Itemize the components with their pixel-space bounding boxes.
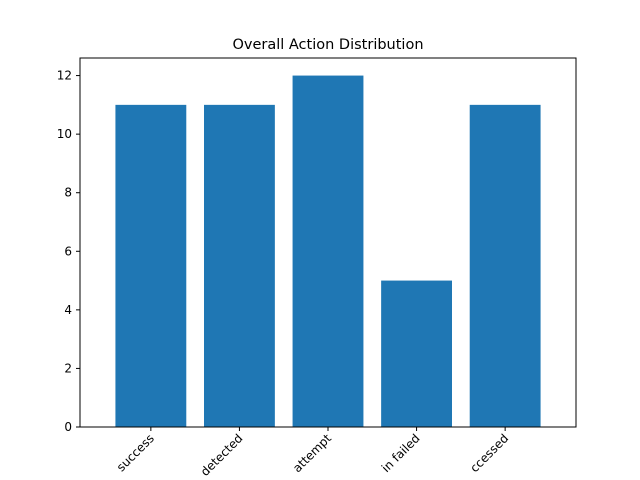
bar-3 [381, 280, 452, 427]
bar-0 [115, 104, 187, 427]
plot-frame [79, 57, 577, 428]
y-axis: 0 2 4 6 8 10 12 [57, 69, 80, 434]
chart-title: Overall Action Distribution [232, 37, 423, 53]
bar-2 [292, 75, 364, 428]
y-tick-label-4: 8 [64, 186, 72, 200]
y-tick-label-0: 0 [64, 420, 72, 434]
bars-group [115, 75, 541, 428]
y-tick-label-5: 10 [57, 127, 72, 141]
y-tick-label-3: 6 [64, 244, 72, 258]
y-tick-label-6: 12 [57, 69, 72, 83]
y-tick-label-1: 2 [64, 361, 72, 375]
y-tick-label-2: 4 [64, 303, 72, 317]
bar-1 [204, 104, 275, 427]
bar-4 [469, 104, 541, 427]
